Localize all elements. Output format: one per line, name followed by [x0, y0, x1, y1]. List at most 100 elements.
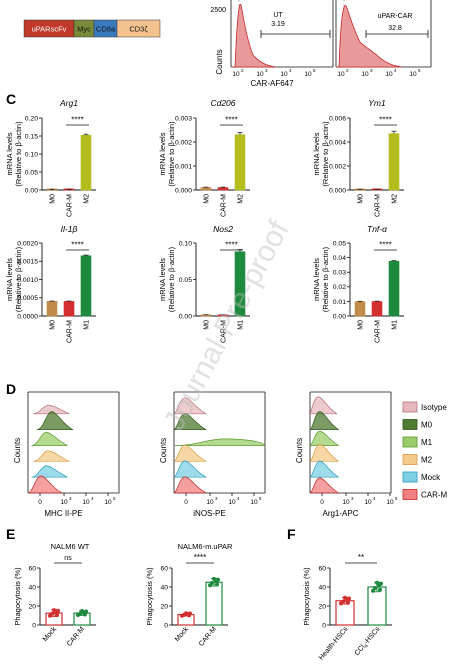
flow-x-tick-exp: 4 [394, 68, 397, 73]
y-tick-label: 0.00 [333, 313, 346, 320]
flow-histogram [231, 3, 277, 68]
flow-x-tick-exp: 5 [113, 496, 116, 501]
flow-x-tick-exp: 2 [241, 68, 244, 73]
flow-x-tick: 10 [304, 71, 312, 78]
data-point [55, 613, 59, 618]
x-tick-label: Mock [174, 625, 190, 643]
bar-chart: 0.000 0.001 0.002 0.003 M0 CAR-M M2 [175, 115, 250, 217]
flow-x-tick: 10 [250, 499, 258, 506]
y-tick-label: 0.05 [179, 277, 192, 284]
significance-stars: ns [64, 555, 72, 562]
flow-x-tick-exp: 3 [351, 496, 354, 501]
y-tick-label: 0.0020 [17, 240, 38, 247]
y-tick-label: 0.002 [175, 139, 192, 146]
legend-swatch [402, 419, 418, 430]
chart-title: Cd206 [210, 98, 235, 108]
x-tick-label-ccl4: CCl4-HSCs [354, 625, 384, 658]
chart-title: NALM6 WT [51, 542, 90, 551]
data-point [378, 587, 382, 592]
gate-label-ut: UT [273, 12, 283, 19]
flow-histogram [33, 450, 70, 462]
x-tick-label: CAR-M [66, 626, 86, 648]
data-point [343, 595, 347, 600]
flow-histogram [309, 477, 339, 494]
bar [200, 187, 212, 191]
flow-histogram [173, 476, 207, 494]
y-tick-label: 0.03 [333, 270, 346, 277]
data-point [375, 580, 379, 585]
bar-chart: 0.00 0.01 0.02 0.03 0.04 0.05 M0 CAR-M M1 [333, 240, 404, 343]
x-tick-label: M0 [204, 320, 211, 330]
flow-x-tick: 10 [337, 71, 345, 78]
x-tick-label: CAR-M [375, 194, 382, 217]
x-tick-label: CAR-M [67, 194, 74, 217]
panel-label-e: E [6, 526, 15, 542]
construct-segment-label: CD3ζ [129, 25, 148, 34]
flow-histogram [31, 431, 68, 446]
x-tick-label: M2 [84, 194, 91, 204]
bar-chart: 0.000 0.002 0.004 0.006 M0 CAR-M M2 [329, 115, 404, 217]
flow-x-tick-exp: 5 [418, 68, 421, 73]
bar [388, 133, 400, 191]
significance-stars: **** [379, 116, 391, 125]
flow-x-label: MHC II-PE [44, 509, 82, 518]
y-tick-label: 0.20 [25, 115, 38, 122]
flow-x-tick: 10 [342, 499, 350, 506]
flow-x-tick: 10 [206, 499, 214, 506]
flow-histogram [309, 396, 338, 415]
flow-histogram [309, 430, 339, 446]
x-tick-label: M0 [50, 320, 57, 330]
x-tick-label: CAR-M [198, 626, 218, 648]
legend-swatch [402, 471, 418, 483]
bar [367, 586, 387, 626]
legend-label: M1 [421, 438, 433, 447]
x-tick-label: M1 [238, 320, 245, 330]
y-tick-label: 40 [28, 584, 36, 591]
y-tick-label: 20 [28, 603, 36, 610]
y-tick-label: 60 [318, 565, 326, 572]
legend-label: M2 [421, 456, 433, 465]
y-tick-label: 0.00 [179, 313, 192, 320]
flow-x-tick-exp: 4 [289, 68, 292, 73]
x-tick-label: M2 [392, 194, 399, 204]
bar [388, 260, 400, 317]
y-tick-label: 40 [318, 584, 326, 591]
phagocytosis-chart: 0 20 40 60 Health-HSCs CCl4-HSCs Phagocytosis … [302, 553, 392, 662]
flow-histogram [36, 411, 74, 431]
y-tick-label: 0.0000 [17, 313, 38, 320]
flow-x-tick: 10 [364, 499, 372, 506]
y-axis-label: Phagocytosis (%) [145, 567, 154, 626]
label-subscript: 4 [363, 643, 370, 649]
data-point [215, 582, 219, 587]
significance-stars: **** [194, 553, 206, 562]
flow-x-tick: 10 [228, 499, 236, 506]
x-tick-label: M0 [358, 320, 365, 330]
flow-x-tick: 10 [82, 499, 90, 506]
flow-x-tick: 10 [385, 71, 393, 78]
construct-segment [116, 19, 161, 38]
flow-histogram [31, 465, 68, 478]
legend-swatch [402, 436, 418, 448]
x-tick-label: CAR-M [221, 194, 228, 217]
flow-histogram [174, 438, 266, 446]
significance-stars: **** [71, 116, 83, 125]
data-point [83, 612, 87, 617]
x-tick-label: Health-HSCs [318, 625, 350, 661]
construct-segment-label: CD8a [96, 25, 116, 34]
flow-histogram [173, 444, 207, 462]
legend-label: CAR-M [421, 491, 448, 500]
flow-x-tick-exp: 5 [313, 68, 316, 73]
y-tick-label: 0.0005 [17, 295, 38, 302]
panel-b-y-tick: 2500 [210, 7, 226, 14]
x-tick-label: M0 [358, 194, 365, 204]
y-tick-label: 60 [28, 565, 36, 572]
significance-stars: **** [71, 241, 83, 250]
data-point [52, 608, 56, 613]
x-tick-label: Mock [42, 625, 58, 643]
flow-x-tick-exp: 4 [91, 496, 94, 501]
flow-histogram [309, 460, 339, 478]
y-tick-label: 0.00 [25, 187, 38, 194]
chart-title: Ym1 [368, 98, 386, 108]
x-tick-label: M1 [84, 320, 91, 330]
